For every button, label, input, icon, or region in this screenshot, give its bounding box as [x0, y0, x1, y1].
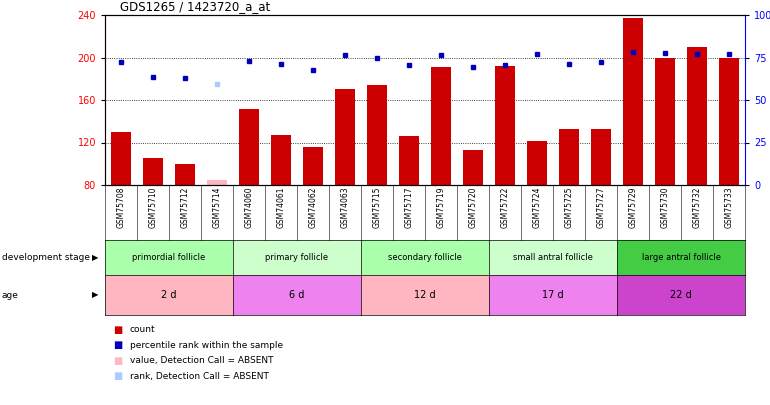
Text: 2 d: 2 d	[161, 290, 177, 300]
Text: ■: ■	[112, 356, 122, 366]
Bar	[464, 150, 483, 185]
Text: value, Detection Call = ABSENT: value, Detection Call = ABSENT	[129, 356, 273, 365]
Bar	[495, 66, 514, 185]
Bar	[719, 58, 738, 185]
Bar	[207, 180, 226, 185]
Text: ■: ■	[112, 325, 122, 335]
Bar	[559, 129, 578, 185]
Text: development stage: development stage	[2, 253, 89, 262]
Text: primary follicle: primary follicle	[266, 253, 329, 262]
Text: ▶: ▶	[92, 290, 99, 300]
Bar	[336, 90, 355, 185]
Text: large antral follicle: large antral follicle	[641, 253, 721, 262]
Text: percentile rank within the sample: percentile rank within the sample	[129, 341, 283, 350]
Text: secondary follicle: secondary follicle	[388, 253, 462, 262]
Text: small antral follicle: small antral follicle	[513, 253, 593, 262]
Bar	[655, 58, 675, 185]
Text: age: age	[2, 290, 18, 300]
Text: count: count	[129, 326, 156, 335]
Bar	[143, 158, 162, 185]
Text: ■: ■	[112, 371, 122, 381]
Bar	[176, 164, 195, 185]
Text: GDS1265 / 1423720_a_at: GDS1265 / 1423720_a_at	[120, 0, 270, 13]
Text: rank, Detection Call = ABSENT: rank, Detection Call = ABSENT	[129, 372, 269, 381]
Bar	[303, 147, 323, 185]
Text: ■: ■	[112, 340, 122, 350]
Text: 6 d: 6 d	[290, 290, 305, 300]
Bar	[431, 67, 450, 185]
Text: primordial follicle: primordial follicle	[132, 253, 206, 262]
Text: ▶: ▶	[92, 253, 99, 262]
Bar	[624, 18, 643, 185]
Bar	[400, 136, 419, 185]
Bar	[688, 47, 707, 185]
Bar	[271, 135, 290, 185]
Bar	[367, 85, 387, 185]
Bar	[239, 109, 259, 185]
Bar	[112, 132, 131, 185]
Bar	[527, 141, 547, 185]
Text: 17 d: 17 d	[542, 290, 564, 300]
Text: 22 d: 22 d	[670, 290, 692, 300]
Bar	[591, 129, 611, 185]
Text: 12 d: 12 d	[414, 290, 436, 300]
